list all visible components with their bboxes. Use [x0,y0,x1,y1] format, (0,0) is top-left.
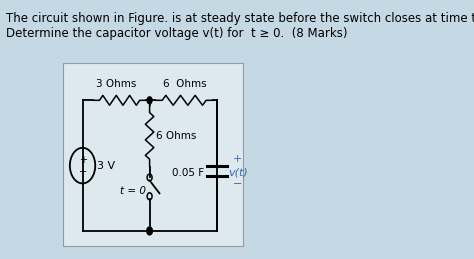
Text: 3 V: 3 V [97,161,116,171]
Text: 3 Ohms: 3 Ohms [96,80,136,90]
Text: +: + [79,155,87,165]
Text: 6  Ohms: 6 Ohms [163,80,206,90]
Text: +: + [233,154,243,164]
Text: The circuit shown in Figure. is at steady state before the switch closes at time: The circuit shown in Figure. is at stead… [6,12,474,25]
Text: 6 Ohms: 6 Ohms [156,131,196,141]
FancyBboxPatch shape [64,63,244,246]
Circle shape [70,148,95,183]
Text: −: − [233,179,243,189]
Text: −: − [79,167,87,177]
Circle shape [147,97,152,104]
Circle shape [147,227,153,235]
Text: 0.05 F: 0.05 F [172,168,204,177]
Text: v(t): v(t) [228,168,248,177]
Text: t = 0: t = 0 [120,186,146,196]
Text: Determine the capacitor voltage v(t) for  t ≥ 0.  (8 Marks): Determine the capacitor voltage v(t) for… [6,27,348,40]
Circle shape [147,174,152,181]
Circle shape [147,193,152,200]
